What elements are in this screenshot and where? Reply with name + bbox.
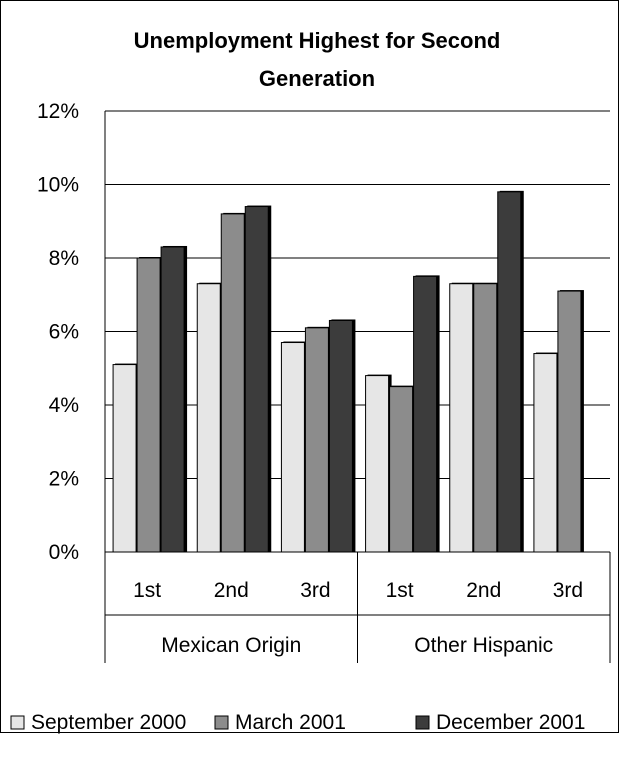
bar bbox=[136, 257, 161, 553]
bar bbox=[304, 327, 329, 553]
bar bbox=[497, 191, 522, 553]
y-tick-label: 12% bbox=[37, 100, 79, 123]
bar bbox=[365, 375, 390, 553]
bar bbox=[449, 283, 474, 553]
category-label: 3rd bbox=[553, 579, 583, 602]
category-label: 1st bbox=[133, 579, 161, 602]
bar bbox=[533, 353, 558, 553]
bar bbox=[413, 275, 438, 553]
legend-label: December 2001 bbox=[436, 711, 585, 734]
legend-label: March 2001 bbox=[235, 711, 346, 734]
category-label: 2nd bbox=[466, 579, 501, 602]
bar bbox=[112, 364, 137, 553]
y-tick-label: 4% bbox=[49, 394, 79, 417]
category-labels: 1st 2nd 3rd 1st 2nd 3rd Mexican Origin Other Hi… bbox=[133, 579, 583, 657]
legend-swatch bbox=[10, 715, 25, 730]
bar bbox=[328, 319, 353, 553]
bar bbox=[389, 386, 414, 553]
category-label: 3rd bbox=[300, 579, 330, 602]
y-tick-label: 8% bbox=[49, 247, 79, 270]
y-tick-label: 0% bbox=[49, 541, 79, 564]
legend-swatch bbox=[415, 715, 430, 730]
chart-frame: Unemployment Highest for Second Generatio… bbox=[0, 0, 619, 734]
bars bbox=[112, 190, 584, 553]
legend: September 2000 March 2001 December 2001 bbox=[10, 711, 585, 734]
bar bbox=[473, 283, 498, 553]
legend-swatch bbox=[214, 715, 229, 730]
axes bbox=[104, 111, 611, 663]
bar bbox=[160, 246, 185, 553]
bar bbox=[280, 342, 305, 553]
y-tick-labels: 0% 2% 4% 6% 8% 10% 12% bbox=[37, 100, 79, 564]
group-label: Other Hispanic bbox=[414, 634, 553, 657]
y-tick-label: 10% bbox=[37, 174, 79, 197]
y-tick-label: 6% bbox=[49, 321, 79, 344]
bar bbox=[196, 283, 221, 553]
chart-title-line: Generation bbox=[259, 66, 375, 91]
category-label: 2nd bbox=[214, 579, 249, 602]
chart-title: Unemployment Highest for Second Generatio… bbox=[134, 28, 501, 91]
bar bbox=[557, 290, 582, 553]
chart-svg: Unemployment Highest for Second Generatio… bbox=[10, 28, 611, 734]
bar bbox=[220, 213, 245, 553]
legend-label: September 2000 bbox=[31, 711, 186, 734]
bar bbox=[244, 206, 269, 553]
chart-title-line: Unemployment Highest for Second bbox=[134, 28, 501, 53]
y-tick-label: 2% bbox=[49, 468, 79, 491]
category-label: 1st bbox=[386, 579, 414, 602]
gridlines bbox=[105, 110, 610, 479]
group-label: Mexican Origin bbox=[161, 634, 301, 657]
